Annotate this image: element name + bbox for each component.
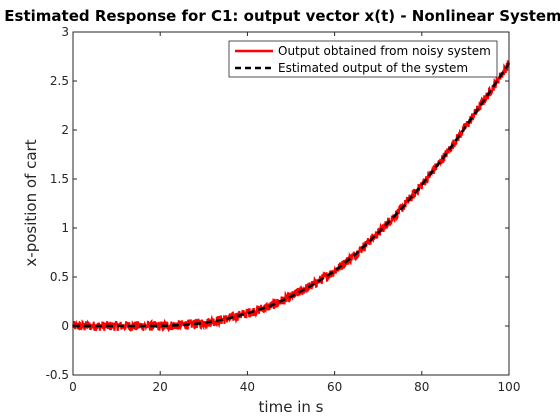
legend-label-estimated: Estimated output of the system xyxy=(278,61,468,75)
x-axis: 0 20 40 60 80 100 xyxy=(69,32,520,394)
series-estimated-line xyxy=(73,62,511,328)
y-tick-label: 0 xyxy=(61,319,69,333)
plot-frame xyxy=(72,31,510,376)
y-tick-label: 3 xyxy=(61,25,69,39)
y-tick-label: 2 xyxy=(61,123,69,137)
y-axis-label: x-position of cart xyxy=(22,139,40,266)
y-tick-label: 2.5 xyxy=(50,74,69,88)
y-tick-label: 1.5 xyxy=(50,172,69,186)
chart-title: Estimated Response for C1: output vector… xyxy=(4,7,560,25)
y-axis: -0.5 0 0.5 1 1.5 2 2.5 3 xyxy=(46,25,509,382)
legend-box xyxy=(228,40,498,78)
x-tick-label: 0 xyxy=(69,380,77,394)
legend-label-noisy: Output obtained from noisy system xyxy=(278,44,491,58)
x-tick-label: 100 xyxy=(498,380,521,394)
x-axis-label: time in s xyxy=(259,398,324,416)
y-tick-label: -0.5 xyxy=(46,368,69,382)
x-tick-label: 20 xyxy=(153,380,168,394)
x-tick-label: 80 xyxy=(414,380,429,394)
x-tick-label: 40 xyxy=(240,380,255,394)
legend: Output obtained from noisy system Estima… xyxy=(228,40,498,78)
x-tick-label: 60 xyxy=(327,380,342,394)
plot-area xyxy=(73,32,509,375)
series-layer xyxy=(72,60,511,333)
y-tick-label: 0.5 xyxy=(50,270,69,284)
y-tick-label: 1 xyxy=(61,221,69,235)
